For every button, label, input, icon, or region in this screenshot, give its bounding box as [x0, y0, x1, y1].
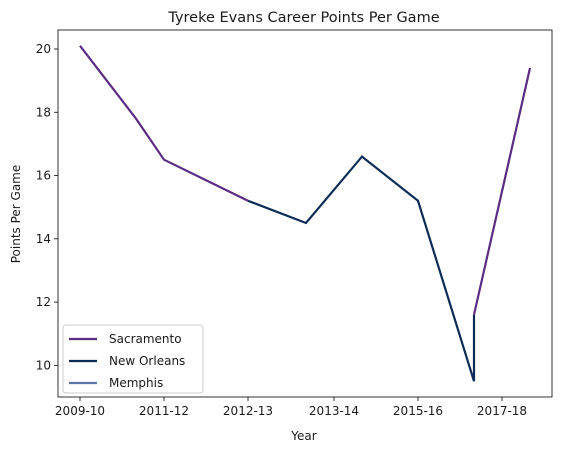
legend-label: Memphis — [109, 376, 163, 390]
x-tick-label: 2012-13 — [223, 404, 273, 418]
chart-title: Tyreke Evans Career Points Per Game — [167, 10, 439, 26]
y-tick-label: 20 — [36, 42, 51, 56]
x-tick-label: 2013-14 — [309, 404, 359, 418]
y-tick-label: 12 — [36, 295, 51, 309]
x-tick-label: 2011-12 — [139, 404, 189, 418]
legend-box — [62, 324, 204, 394]
series-line-sacramento-0 — [79, 45, 249, 202]
ticks-layer: 2009-10 2011-12 2012-13 2013-14 2015-16 2017-… — [36, 42, 527, 418]
y-tick-label: 16 — [36, 169, 51, 183]
legend-label: New Orleans — [109, 354, 185, 368]
series-line-sacramento-1 — [472, 67, 532, 315]
legend: Sacramento New Orleans Memphis — [62, 324, 204, 394]
y-tick-label: 10 — [36, 358, 51, 372]
legend-label: Sacramento — [109, 332, 182, 346]
y-tick-label: 18 — [36, 105, 51, 119]
series-layer — [79, 45, 532, 382]
y-axis-label: Points Per Game — [9, 165, 23, 264]
x-axis-label: Year — [290, 429, 316, 443]
x-tick-label: 2017-18 — [477, 404, 527, 418]
y-tick-label: 14 — [36, 232, 51, 246]
series-line-new-orleans-0 — [247, 155, 476, 382]
x-tick-label: 2015-16 — [393, 404, 443, 418]
x-tick-label: 2009-10 — [55, 404, 105, 418]
plot-frame — [57, 29, 553, 398]
